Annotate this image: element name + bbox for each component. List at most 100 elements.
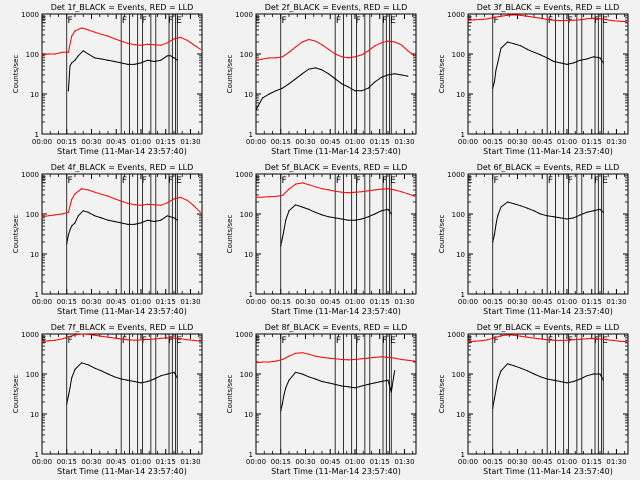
data-point (354, 90, 356, 92)
data-point (193, 44, 195, 46)
data-point (559, 217, 562, 219)
y-tick-label: 100 (452, 51, 465, 59)
data-point (493, 81, 495, 83)
data-point (495, 389, 497, 391)
data-point (367, 50, 369, 52)
y-tick-label: 1000 (21, 11, 39, 19)
flag-label: E (41, 16, 47, 26)
data-point (407, 359, 409, 361)
data-point (71, 35, 73, 37)
data-point (61, 338, 63, 340)
y-axis-label: Counts/sec (226, 55, 234, 94)
y-tick-label: 10 (244, 411, 253, 419)
data-point (625, 21, 628, 23)
data-point (133, 44, 135, 46)
data-point (166, 215, 168, 217)
data-point (592, 337, 595, 340)
data-point (361, 54, 363, 56)
data-point (354, 387, 356, 389)
x-tick-label: 00:15 (57, 458, 77, 466)
data-point (176, 377, 178, 379)
data-point (275, 360, 277, 362)
data-point (275, 57, 277, 59)
data-point (281, 358, 283, 361)
data-point (153, 338, 155, 340)
data-point (533, 51, 535, 53)
data-point (173, 337, 175, 339)
flag-label: E (467, 176, 473, 186)
data-point (94, 215, 96, 217)
panel-4: Det 4f_BLACK = Events, RED = LLD 1 10 100 10… (12, 163, 203, 316)
data-point (553, 339, 555, 341)
data-point (268, 57, 270, 59)
data-point (67, 90, 69, 92)
data-point (347, 57, 349, 59)
data-point (176, 59, 178, 61)
data-point (526, 48, 529, 51)
data-point (268, 361, 270, 363)
x-axis-label: Start Time (11-Mar-14 23:57:40) (57, 307, 187, 316)
data-point (487, 18, 489, 20)
x-tick-label: 00:15 (483, 458, 503, 466)
data-point (66, 243, 68, 245)
data-point (166, 373, 168, 375)
y-tick-label: 100 (26, 51, 39, 59)
panel-1: Det 1f_BLACK = Events, RED = LLD 1 10 100 10… (12, 3, 203, 156)
data-point (400, 191, 402, 193)
data-point (480, 18, 482, 21)
data-point (114, 376, 116, 378)
panel-title: Det 7f_BLACK = Events, RED = LLD (51, 323, 194, 332)
data-point (147, 380, 149, 383)
flag-label: E (602, 176, 608, 186)
x-tick-label: 00:45 (320, 298, 340, 306)
data-point (301, 206, 303, 208)
data-point (147, 43, 149, 45)
y-tick-label: 10 (244, 251, 253, 259)
data-point (314, 378, 316, 380)
data-point (367, 357, 369, 359)
series-line-events (280, 204, 392, 246)
y-tick-label: 1000 (447, 11, 465, 19)
data-point (380, 188, 382, 190)
data-point (54, 53, 56, 55)
x-axis-label: Start Time (11-Mar-14 23:57:40) (483, 467, 613, 476)
panel-title: Det 4f_BLACK = Events, RED = LLD (51, 163, 194, 172)
data-point (147, 338, 149, 341)
x-tick-label: 00:45 (532, 458, 552, 466)
x-tick-label: 01:00 (557, 298, 577, 306)
x-axis-label: Start Time (11-Mar-14 23:57:40) (271, 307, 401, 316)
x-tick-label: 01:15 (370, 458, 390, 466)
x-tick-label: 00:00 (246, 458, 266, 466)
panel-title: Det 1f_BLACK = Events, RED = LLD (51, 3, 194, 12)
data-point (173, 371, 175, 373)
x-tick-label: 00:30 (507, 298, 527, 306)
data-point (546, 18, 548, 21)
data-point (301, 373, 303, 375)
data-point (285, 219, 287, 221)
x-tick-label: 00:00 (458, 298, 478, 306)
data-point (495, 223, 497, 225)
flag-label: F (122, 16, 127, 26)
data-point (559, 380, 562, 383)
series-line-events (66, 362, 178, 404)
data-point (127, 63, 129, 65)
x-tick-label: 01:30 (606, 458, 626, 466)
y-tick-label: 100 (240, 371, 253, 379)
data-point (199, 48, 201, 51)
x-tick-label: 01:00 (557, 138, 577, 146)
x-tick-label: 00:30 (81, 458, 101, 466)
data-point (114, 38, 116, 40)
data-point (394, 357, 396, 359)
data-point (133, 223, 135, 225)
data-point (321, 188, 323, 190)
data-point (507, 41, 509, 43)
panel-title: Det 8f_BLACK = Events, RED = LLD (265, 323, 408, 332)
x-axis-label: Start Time (11-Mar-14 23:57:40) (483, 307, 613, 316)
data-point (67, 336, 69, 338)
x-tick-label: 00:00 (246, 138, 266, 146)
data-point (606, 19, 608, 21)
flag-label: F (281, 16, 286, 26)
flag-label: E (255, 16, 261, 26)
data-point (513, 43, 515, 45)
